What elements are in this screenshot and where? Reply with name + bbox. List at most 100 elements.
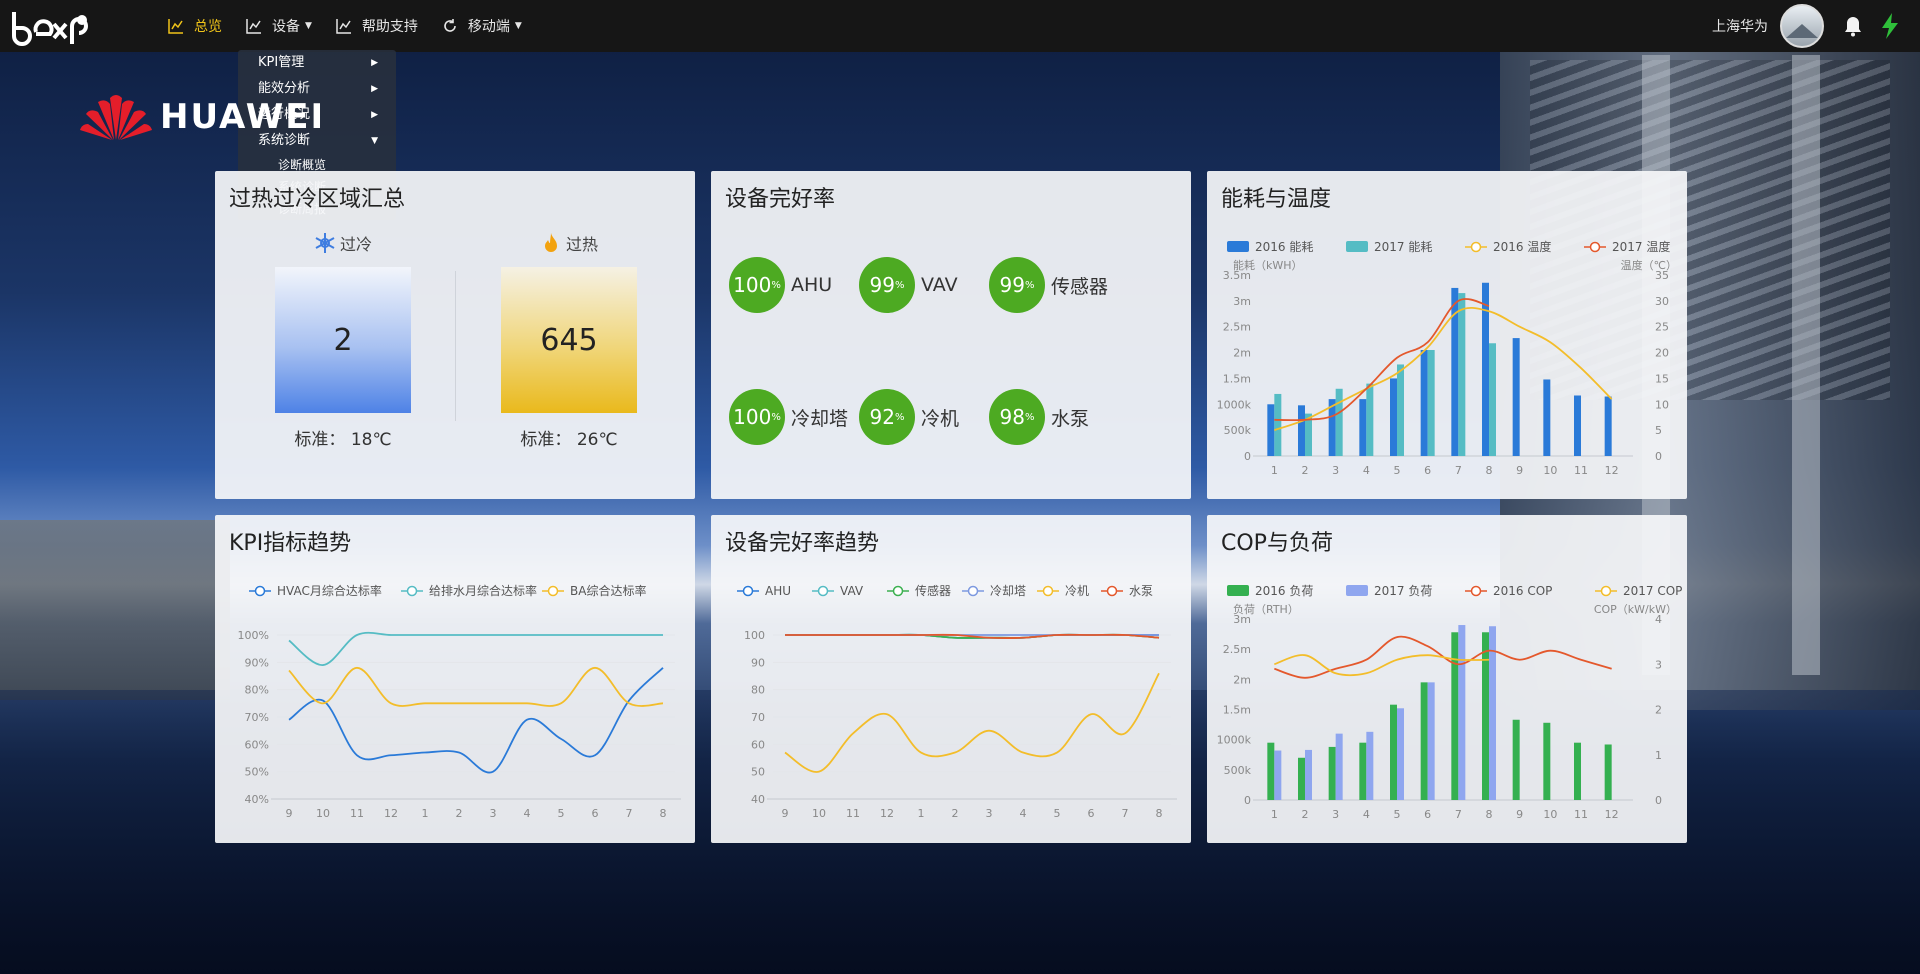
ratio-label: 传感器 xyxy=(1051,275,1109,298)
lightning-icon[interactable] xyxy=(1880,13,1900,39)
caret-down-icon: ▼ xyxy=(514,21,522,31)
legend-marker xyxy=(1589,241,1601,253)
x-tick-label: 11 xyxy=(1574,464,1588,477)
cop-load-chart[interactable]: 2016 负荷 2017 负荷 2016 COP 2017 COP 负荷（RTH） COP… xyxy=(1207,515,1687,843)
menu-item-label: 运行概况 xyxy=(258,107,311,122)
x-tick-label: 4 xyxy=(524,807,531,820)
submenu-item-overview[interactable]: 诊断概览 xyxy=(278,158,327,172)
legend-label: 2016 温度 xyxy=(1493,239,1551,254)
legend-marker xyxy=(406,585,418,597)
x-tick-label: 5 xyxy=(1054,807,1061,820)
ratio-unit: % xyxy=(771,411,781,423)
legend-marker xyxy=(1106,585,1118,597)
legend-label: 传感器 xyxy=(915,583,951,598)
legend-label: 冷机 xyxy=(1065,584,1089,598)
bexp-logo[interactable] xyxy=(10,6,102,46)
legend-marker xyxy=(817,585,829,597)
bar xyxy=(1390,378,1397,456)
overheat-overcool-card: 过热过冷区域汇总 过冷 2 标准： 18℃ 过热 645 标准： 26℃ xyxy=(215,171,695,499)
nav-item-devices[interactable]: 设备 ▼ xyxy=(246,16,312,36)
menu-item-diagnosis[interactable]: 系统诊断 ▼ xyxy=(258,131,388,151)
card-title: 能耗与温度 xyxy=(1221,187,1332,212)
overheat-value: 645 xyxy=(501,267,637,413)
x-tick-label: 2 xyxy=(456,807,463,820)
nav-item-help[interactable]: 帮助支持 xyxy=(336,16,418,36)
y-tick-label: 3m xyxy=(1233,613,1251,626)
ratio-item-vav[interactable]: 99% VAV xyxy=(859,257,958,313)
user-name[interactable]: 上海华为 xyxy=(1712,19,1768,35)
menu-item-efficiency[interactable]: 能效分析 ▶ xyxy=(258,79,388,99)
x-tick-label: 7 xyxy=(1455,464,1462,477)
y-tick-label: 2m xyxy=(1233,673,1251,686)
bar xyxy=(1305,413,1312,456)
y-tick-label: 2m xyxy=(1233,347,1251,360)
x-tick-label: 6 xyxy=(592,807,599,820)
menu-item-label: 系统诊断 xyxy=(258,133,311,148)
caret-right-icon: ▶ xyxy=(371,84,378,94)
legend-swatch xyxy=(1346,585,1368,596)
y2-tick-label: 30 xyxy=(1655,295,1669,308)
cop-load-card: COP与负荷 2016 负荷 2017 负荷 2016 COP 2017 COP 负荷（… xyxy=(1207,515,1687,843)
nav-item-label: 移动端 xyxy=(467,19,510,35)
bar xyxy=(1366,383,1374,456)
card-title: KPI指标趋势 xyxy=(229,531,352,556)
ratio-label: 冷机 xyxy=(921,407,960,430)
main-nav: 总览 设备 ▼ 帮助支持 移动端 ▼ xyxy=(168,0,546,52)
y2-tick-label: 25 xyxy=(1655,321,1669,334)
chart-line-icon xyxy=(168,19,183,34)
ratio-unit: % xyxy=(1024,411,1035,423)
overcool-column[interactable]: 过冷 2 标准： 18℃ xyxy=(273,231,413,450)
y2-tick-label: 0 xyxy=(1655,450,1662,463)
ratio-item-ahu[interactable]: 100% AHU xyxy=(729,257,832,313)
x-tick-label: 5 xyxy=(1394,464,1401,477)
ratio-item-chiller[interactable]: 92% 冷机 xyxy=(859,389,959,445)
huawei-brand: HUAWEI xyxy=(80,92,325,142)
bell-icon[interactable] xyxy=(1842,15,1864,37)
ratio-value: 99 xyxy=(999,273,1025,297)
ratio-item-cooling-tower[interactable]: 100% 冷却塔 xyxy=(729,389,848,445)
nav-item-mobile[interactable]: 移动端 ▼ xyxy=(442,16,522,36)
kpi-trend-chart[interactable]: HVAC月综合达标率 给排水月综合达标率 BA综合达标率 40% 50% 60% 70% 80… xyxy=(215,515,695,843)
legend-label: 2017 负荷 xyxy=(1374,584,1432,598)
ratio-unit: % xyxy=(894,279,905,291)
caret-right-icon: ▶ xyxy=(371,110,378,120)
y-axis-label: 负荷（RTH） xyxy=(1233,602,1299,616)
x-tick-label: 12 xyxy=(384,807,398,820)
nav-item-overview[interactable]: 总览 xyxy=(168,16,222,36)
x-tick-label: 2 xyxy=(952,807,959,820)
bar xyxy=(1451,632,1459,800)
card-title: COP与负荷 xyxy=(1221,531,1333,556)
nav-item-label: 总览 xyxy=(194,19,222,35)
x-tick-label: 9 xyxy=(1516,464,1523,477)
ratio-value: 99 xyxy=(869,273,895,297)
legend-label: VAV xyxy=(840,584,864,598)
bar xyxy=(1298,757,1305,800)
menu-item-operation[interactable]: 运行概况 ▶ xyxy=(258,105,388,125)
menu-item-kpi[interactable]: KPI管理 ▶ xyxy=(258,53,388,73)
bar xyxy=(1574,395,1581,456)
overheat-column[interactable]: 过热 645 标准： 26℃ xyxy=(499,231,639,450)
x-tick-label: 9 xyxy=(1516,808,1523,821)
ratio-item-pump[interactable]: 98% 水泵 xyxy=(989,389,1089,445)
bar xyxy=(1512,719,1520,800)
y-tick-label: 90% xyxy=(245,656,269,669)
bar xyxy=(1427,349,1435,456)
bar xyxy=(1397,364,1404,456)
avatar[interactable] xyxy=(1780,4,1824,48)
snowflake-icon xyxy=(315,233,335,253)
y-tick-label: 3m xyxy=(1233,295,1251,308)
bar xyxy=(1458,625,1466,800)
bar xyxy=(1298,405,1305,456)
x-tick-label: 7 xyxy=(1455,808,1462,821)
x-tick-label: 3 xyxy=(986,807,993,820)
ratio-item-sensor[interactable]: 99% 传感器 xyxy=(989,257,1108,313)
series-line xyxy=(288,631,663,666)
bar xyxy=(1328,746,1336,800)
bar xyxy=(1543,379,1551,456)
bar xyxy=(1390,704,1397,800)
legend-label: HVAC月综合达标率 xyxy=(277,583,382,598)
refresh-icon xyxy=(444,19,456,32)
y-tick-label: 100 xyxy=(744,629,765,642)
